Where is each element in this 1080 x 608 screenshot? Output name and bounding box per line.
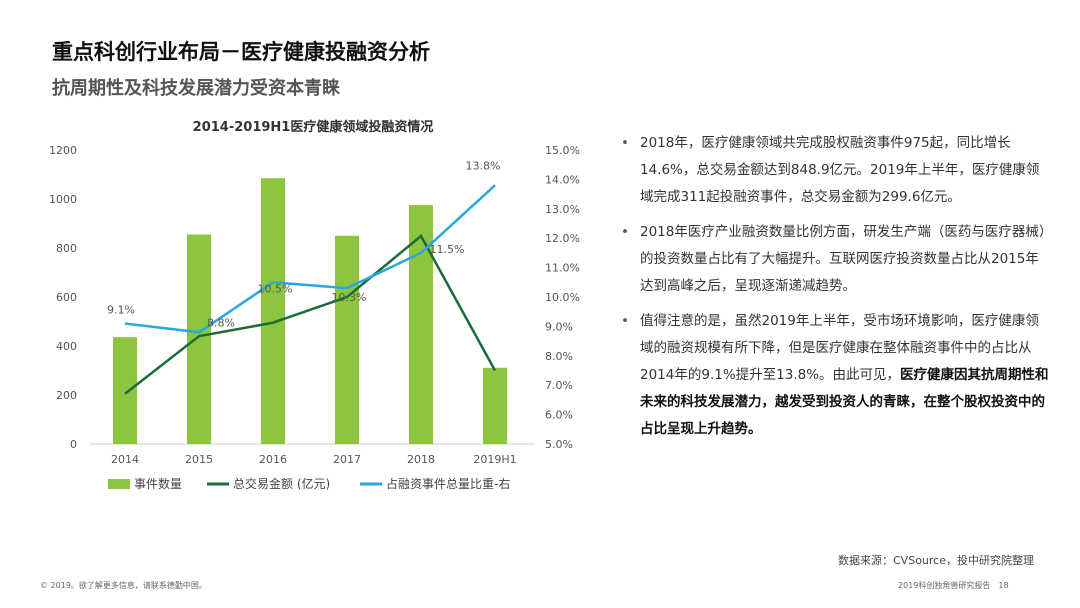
bullet-text: 值得注意的是，虽然2019年上半年，受市场环境影响，医疗健康领域的融资规模有所下… bbox=[640, 313, 1039, 383]
x-axis-tick: 2018 bbox=[407, 453, 435, 466]
right-axis-tick: 14.0% bbox=[545, 173, 580, 186]
right-axis-tick: 15.0% bbox=[545, 144, 580, 157]
legend-label: 总交易金额 (亿元) bbox=[233, 476, 330, 491]
bullet-item: • 2018年医疗产业融资数量比例方面，研发生产端（医药与医疗器械）的投资数量占… bbox=[618, 219, 1050, 300]
data-label-share: 8.8% bbox=[207, 316, 235, 329]
data-label-share: 9.1% bbox=[107, 303, 135, 316]
chart-title: 2014-2019H1医疗健康领域投融资情况 bbox=[193, 119, 434, 135]
page-title: 重点科创行业布局－医疗健康投融资分析 bbox=[52, 40, 430, 64]
legend-swatch-bar bbox=[108, 479, 130, 489]
left-axis-tick: 1000 bbox=[49, 193, 77, 206]
combo-chart: 2014-2019H1医疗健康领域投融资情况 0 200 400 600 800 1000… bbox=[49, 119, 580, 491]
bullet-marker: • bbox=[621, 224, 629, 240]
bar-event-count bbox=[483, 367, 507, 444]
bullet-marker: • bbox=[621, 313, 629, 329]
legend-label: 事件数量 bbox=[134, 476, 182, 491]
right-axis-tick: 7.0% bbox=[545, 379, 573, 392]
right-axis-tick: 11.0% bbox=[545, 262, 580, 275]
footer-report: 2019科创独角兽研究报告 18 bbox=[898, 580, 1009, 591]
data-label-share: 10.3% bbox=[332, 291, 367, 304]
left-axis-tick: 400 bbox=[56, 340, 77, 353]
left-axis-tick: 800 bbox=[56, 242, 77, 255]
page-number: 18 bbox=[998, 581, 1009, 590]
data-source: 数据来源：CVSource，投中研究院整理 bbox=[838, 554, 1034, 567]
footer-copyright: © 2019。欲了解更多信息，请联系德勤中国。 bbox=[40, 581, 207, 590]
bullet-text: 2018年，医疗健康领域共完成股权融资事件975起，同比增长14.6%，总交易金… bbox=[640, 135, 1040, 205]
bullet-list: • 2018年，医疗健康领域共完成股权融资事件975起，同比增长14.6%，总交… bbox=[618, 130, 1050, 451]
data-label-share: 11.5% bbox=[430, 243, 465, 256]
line-share-ratio bbox=[124, 184, 496, 334]
legend-label: 占融资事件总量比重-右 bbox=[386, 476, 510, 491]
bar-event-count bbox=[409, 205, 433, 444]
x-axis-tick: 2015 bbox=[185, 453, 213, 466]
x-axis-tick: 2016 bbox=[259, 453, 287, 466]
right-axis-tick: 13.0% bbox=[545, 203, 580, 216]
left-axis-tick: 0 bbox=[70, 438, 77, 451]
left-axis-tick: 200 bbox=[56, 389, 77, 402]
bar-event-count bbox=[113, 337, 137, 444]
bullet-text: 2018年医疗产业融资数量比例方面，研发生产端（医药与医疗器械）的投资数量占比有… bbox=[640, 224, 1046, 294]
line-total-amount bbox=[124, 234, 497, 395]
bullet-item: • 2018年，医疗健康领域共完成股权融资事件975起，同比增长14.6%，总交… bbox=[618, 130, 1050, 211]
bullet-item: • 值得注意的是，虽然2019年上半年，受市场环境影响，医疗健康领域的融资规模有… bbox=[618, 308, 1050, 443]
bar-event-count bbox=[335, 235, 359, 444]
right-axis-tick: 8.0% bbox=[545, 350, 573, 363]
left-axis-tick: 600 bbox=[56, 291, 77, 304]
x-axis-tick: 2014 bbox=[111, 453, 139, 466]
right-axis-tick: 6.0% bbox=[545, 409, 573, 422]
bar-event-count bbox=[187, 234, 211, 444]
right-axis-tick: 5.0% bbox=[545, 438, 573, 451]
data-label-share: 10.5% bbox=[258, 282, 293, 295]
right-axis-tick: 9.0% bbox=[545, 320, 573, 333]
page-subtitle: 抗周期性及科技发展潜力受资本青睐 bbox=[52, 78, 340, 99]
left-axis-tick: 1200 bbox=[49, 144, 77, 157]
bullet-marker: • bbox=[621, 135, 629, 151]
right-axis-tick: 10.0% bbox=[545, 291, 580, 304]
right-axis-tick: 12.0% bbox=[545, 232, 580, 245]
bar-event-count bbox=[261, 178, 285, 445]
bullet-bold-text: 医疗健康因其抗周期性和未来的科技发展潜力，越发受到投资人的青睐，在整个股权投资中… bbox=[640, 367, 1049, 437]
footer-report-name: 2019科创独角兽研究报告 bbox=[898, 581, 991, 590]
x-axis-tick: 2017 bbox=[333, 453, 361, 466]
data-label-share: 13.8% bbox=[466, 159, 501, 172]
x-axis-tick: 2019H1 bbox=[473, 453, 516, 466]
